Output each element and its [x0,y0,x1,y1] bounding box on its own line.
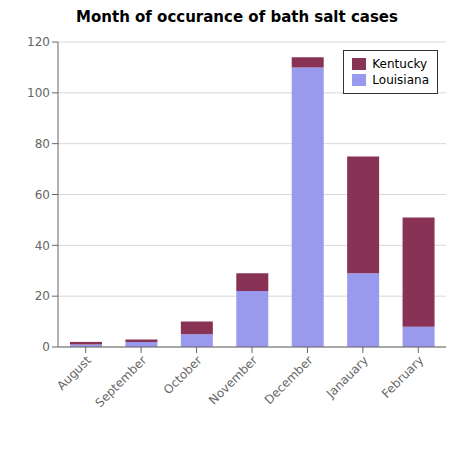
svg-text:October: October [161,353,205,397]
svg-text:February: February [379,353,427,401]
svg-text:60: 60 [35,188,50,202]
svg-text:120: 120 [27,35,50,49]
svg-text:September: September [92,353,149,410]
html-text:Louisiana: Louisiana [372,73,429,87]
svg-text:November: November [206,353,260,407]
html-text:Kentucky: Kentucky [372,57,428,71]
svg-text:80: 80 [35,137,50,151]
svg-text:0: 0 [42,340,50,354]
svg-text:August: August [54,353,94,393]
svg-text:20: 20 [35,289,50,303]
svg-text:40: 40 [35,239,50,253]
svg-text:Janauary: Janauary [323,353,371,401]
svg-text:December: December [262,353,316,407]
svg-text:100: 100 [27,86,50,100]
html-text:Month of occurance of bath sal: Month of occurance of bath salt cases [76,8,398,26]
